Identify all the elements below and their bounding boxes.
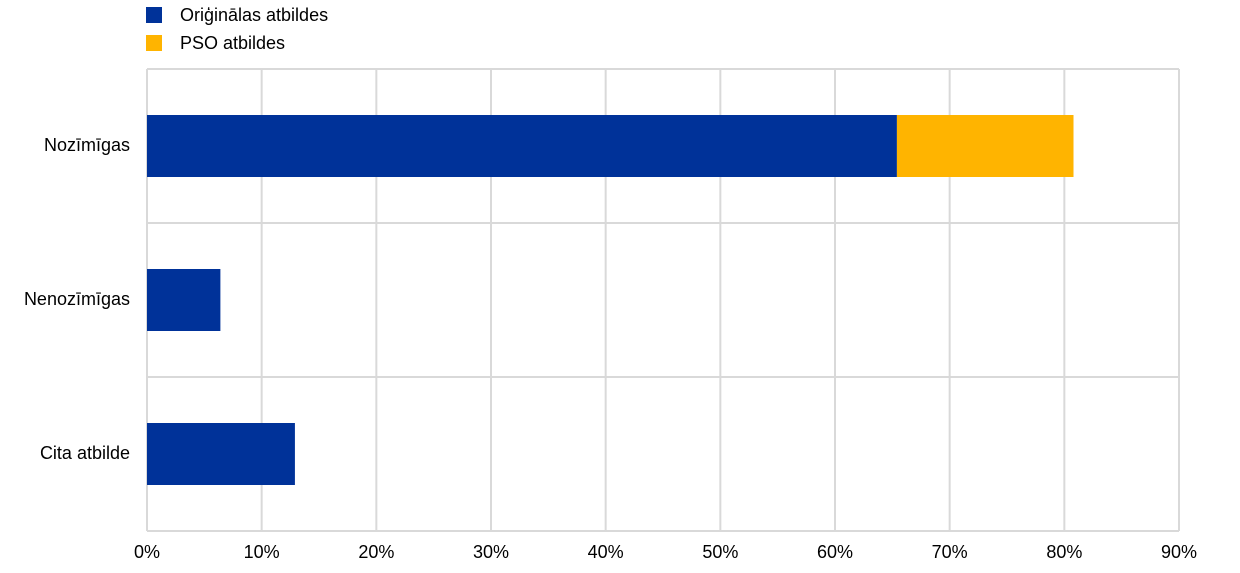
x-tick-label: 0% xyxy=(134,542,160,562)
x-tick-label: 10% xyxy=(244,542,280,562)
legend-label: Oriģinālas atbildes xyxy=(180,5,328,25)
x-tick-label: 80% xyxy=(1046,542,1082,562)
x-tick-label: 90% xyxy=(1161,542,1197,562)
x-tick-label: 40% xyxy=(588,542,624,562)
bar-segment xyxy=(147,115,897,177)
x-tick-label: 70% xyxy=(932,542,968,562)
x-tick-label: 60% xyxy=(817,542,853,562)
legend-swatch xyxy=(146,35,162,51)
y-tick-label: Nozīmīgas xyxy=(44,135,130,155)
bar-segment xyxy=(147,423,295,485)
x-tick-label: 30% xyxy=(473,542,509,562)
y-tick-label: Nenozīmīgas xyxy=(24,289,130,309)
x-tick-label: 50% xyxy=(702,542,738,562)
bar-segment xyxy=(896,115,1074,177)
x-tick-label: 20% xyxy=(358,542,394,562)
legend-label: PSO atbildes xyxy=(180,33,285,53)
legend-swatch xyxy=(146,7,162,23)
y-tick-label: Cita atbilde xyxy=(40,443,130,463)
bar-segment xyxy=(147,269,221,331)
